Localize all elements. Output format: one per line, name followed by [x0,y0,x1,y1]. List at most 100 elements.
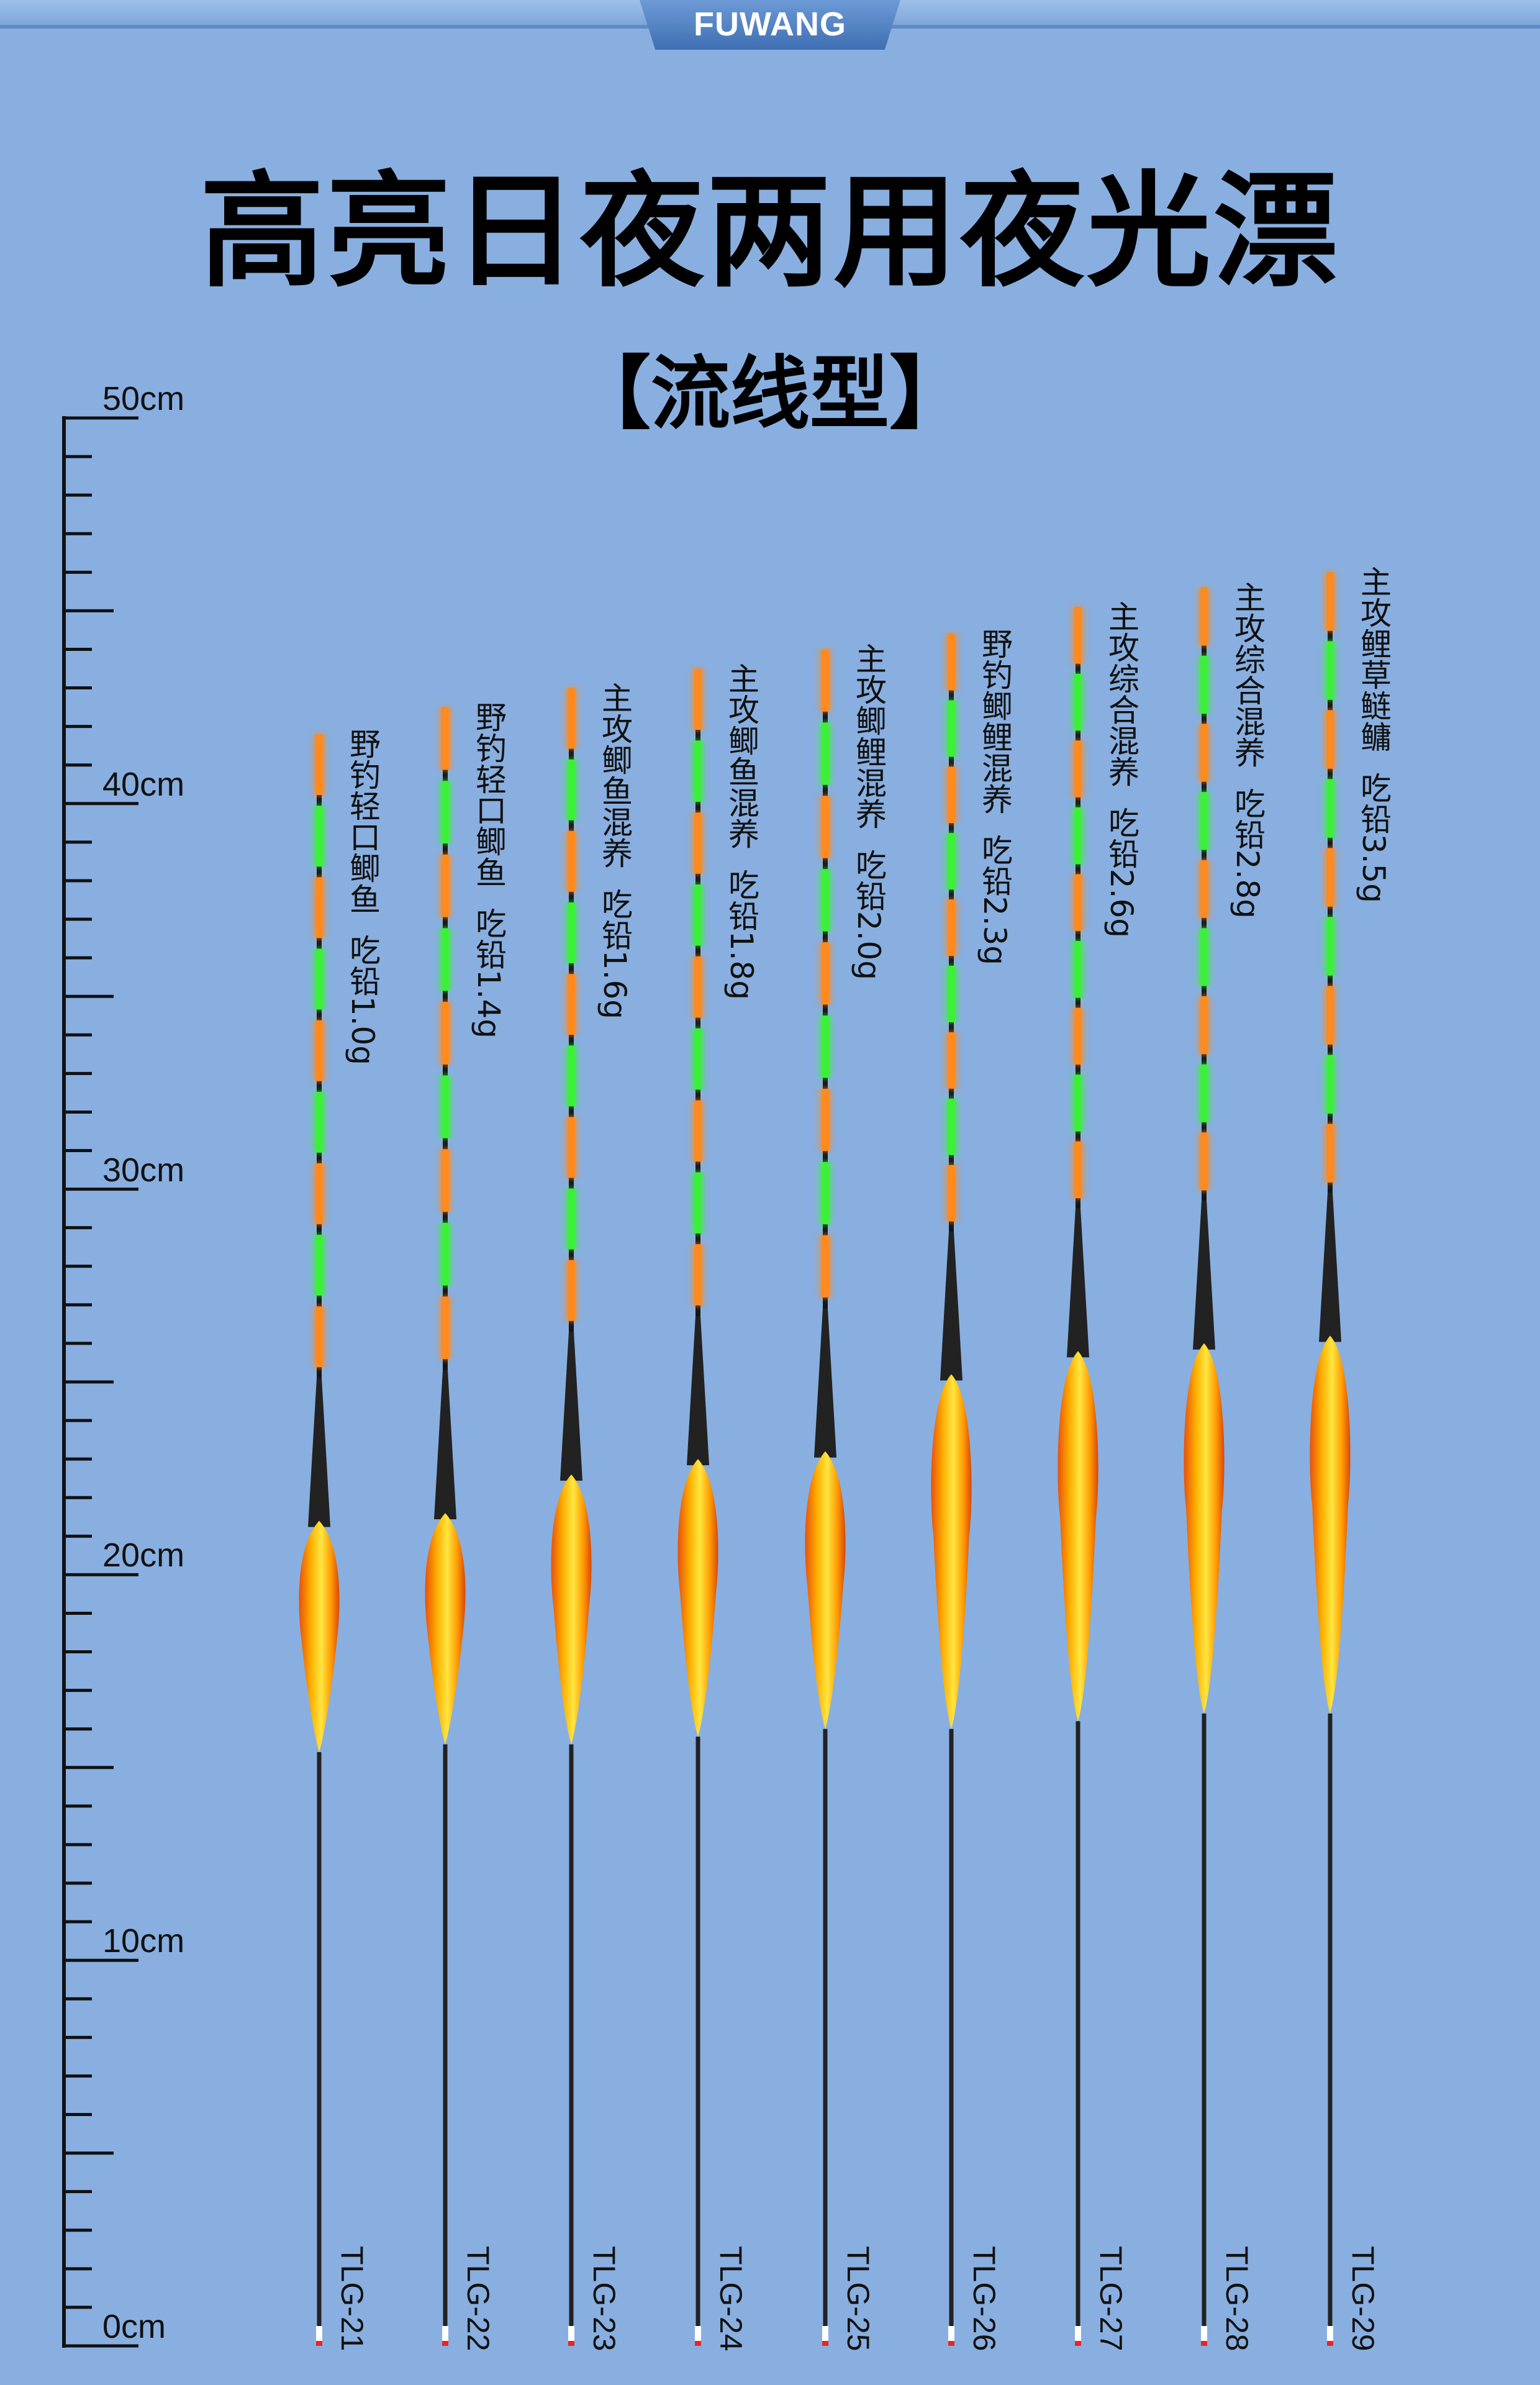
brand-logo: FUWANG [694,6,846,43]
orange-segment [442,1149,449,1212]
green-segment [315,806,323,867]
orange-segment [442,1296,449,1360]
orange-segment [442,854,449,917]
green-segment [1074,673,1082,731]
float-body [551,1474,592,1745]
float-neck [814,1308,836,1458]
ruler-label: 50cm [102,380,185,417]
float-cap [948,2326,954,2346]
green-segment [1200,792,1208,850]
float-body [931,1374,972,1729]
orange-segment [1074,1141,1082,1199]
float-tlg-25 [805,649,846,2346]
float-description: 主攻鲫鲤混养 吃铅2.0g [851,643,887,981]
orange-segment [822,649,829,712]
orange-segment [822,796,829,858]
green-segment [694,1028,702,1090]
green-segment [1326,917,1334,976]
float-tlg-23 [551,688,592,2346]
ruler-label: 30cm [102,1151,185,1189]
green-segment [948,833,955,890]
orange-segment [442,707,449,770]
float-description: 野钓轻口鲫鱼 吃铅1.0g [345,728,381,1066]
float-cap-tip [1075,2341,1081,2346]
float-cap-tip [568,2341,574,2346]
float-tlg-21 [299,734,340,2346]
float-tlg-26 [931,634,972,2346]
ruler-label: 20cm [102,1537,185,1574]
green-segment [568,902,575,963]
green-segment [822,869,829,932]
orange-segment [1326,986,1334,1045]
orange-segment [948,1032,955,1089]
float-model: TLG-21 [335,2245,369,2351]
green-segment [1326,779,1334,838]
green-segment [1074,807,1082,865]
green-segment [315,1235,323,1296]
orange-segment [1074,740,1082,797]
green-segment [568,1045,575,1107]
orange-segment [694,956,702,1018]
green-segment [822,1161,829,1225]
page-subtitle: 【流线型】 [571,348,969,440]
float-neck [940,1231,962,1381]
orange-segment [568,1117,575,1178]
orange-segment [1200,996,1208,1055]
green-segment [442,928,449,991]
ruler-label: 0cm [102,2308,166,2345]
green-segment [442,1075,449,1138]
float-neck [687,1316,709,1466]
float-neck [1319,1192,1341,1342]
float-body [1058,1351,1098,1722]
green-segment [822,722,829,785]
green-segment [315,948,323,1010]
float-body [425,1513,466,1745]
float-cap-tip [316,2341,322,2346]
green-segment [315,1091,323,1153]
float-description: 主攻鲤草鲢鳙 吃铅3.5g [1356,566,1392,904]
float-body [1184,1343,1225,1714]
float-model: TLG-22 [461,2245,496,2351]
float-cap-tip [442,2341,448,2346]
float-cap-tip [822,2341,828,2346]
float-description: 野钓鲫鲤混养 吃铅2.3g [977,627,1013,965]
orange-segment [1200,860,1208,918]
float-cap-tip [695,2341,701,2346]
green-segment [1074,941,1082,998]
float-cap [1201,2326,1207,2346]
float-body [805,1451,846,1729]
float-tlg-22 [425,707,466,2346]
orange-segment [1074,1007,1082,1065]
float-model: TLG-24 [713,2245,748,2351]
orange-segment [315,734,323,795]
orange-segment [315,1020,323,1081]
orange-segment [568,1260,575,1321]
orange-segment [694,812,702,874]
float-cap [316,2326,322,2346]
float-neck [1193,1200,1215,1350]
green-segment [1200,655,1208,714]
green-segment [442,781,449,844]
green-segment [568,759,575,820]
float-description: 主攻综合混养 吃铅2.6g [1103,601,1139,938]
orange-segment [1326,1124,1334,1183]
float-neck [308,1378,330,1527]
float-cap-tip [948,2341,954,2346]
orange-segment [694,1100,702,1162]
float-cap [822,2326,828,2346]
brand-tab [640,0,900,50]
ruler-label: 40cm [102,765,185,803]
float-cap [695,2326,701,2346]
orange-segment [1074,607,1082,664]
orange-segment [1326,848,1334,907]
green-segment [948,700,955,757]
float-model: TLG-27 [1094,2245,1128,2351]
green-segment [694,1172,702,1233]
float-tlg-29 [1310,572,1351,2346]
green-segment [1326,1055,1334,1114]
orange-segment [948,1165,955,1222]
green-segment [1200,928,1208,986]
green-segment [1074,1074,1082,1132]
orange-segment [822,1235,829,1298]
